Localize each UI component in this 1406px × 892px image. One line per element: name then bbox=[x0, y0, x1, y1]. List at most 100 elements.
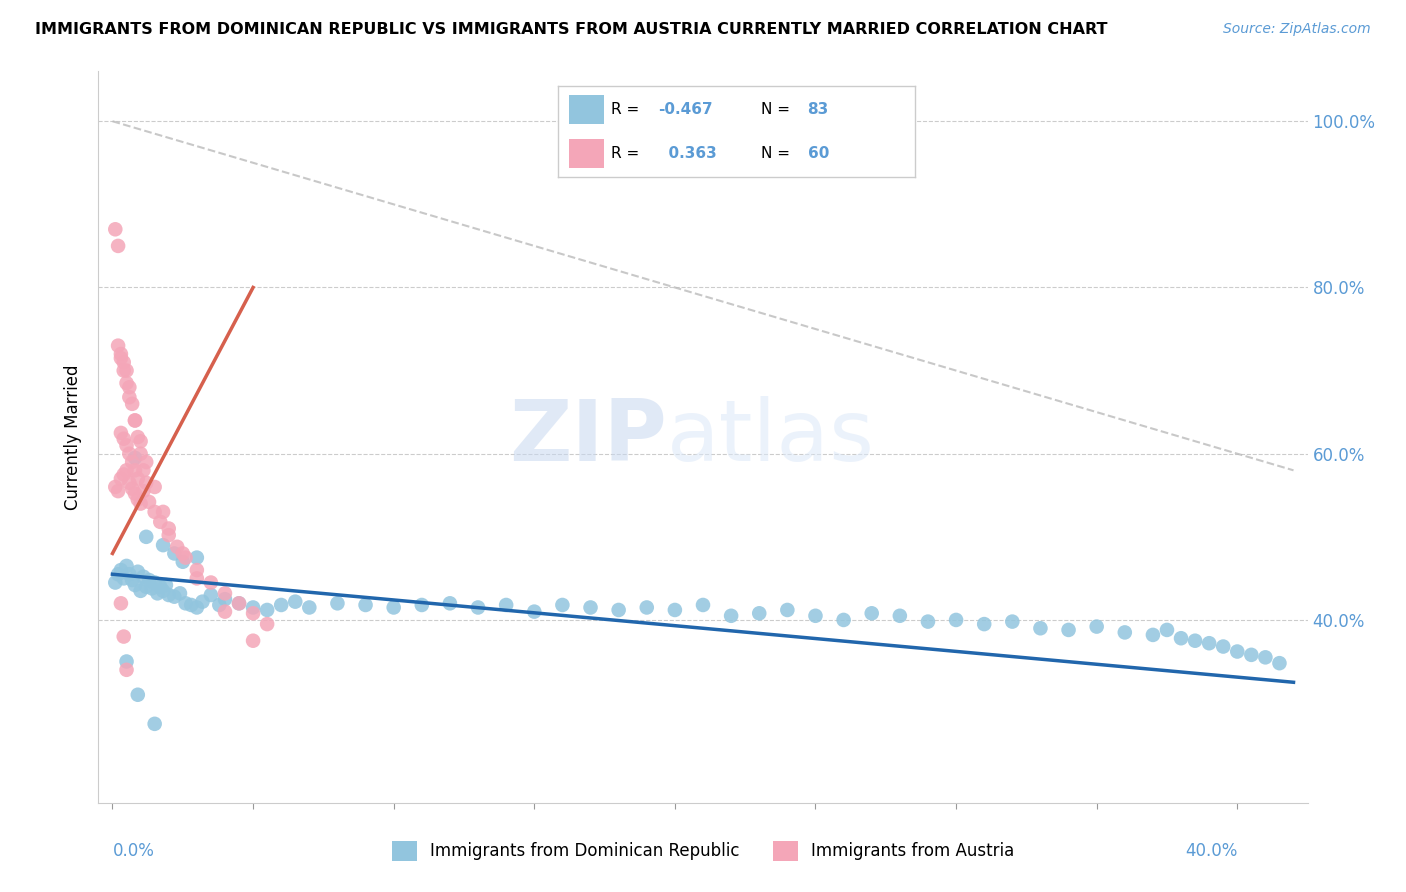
Text: atlas: atlas bbox=[666, 395, 875, 479]
Point bbox=[143, 575, 166, 590]
Point bbox=[141, 582, 163, 596]
Point bbox=[135, 530, 157, 544]
Point bbox=[110, 425, 132, 440]
Point bbox=[157, 521, 180, 535]
Point bbox=[636, 600, 658, 615]
Point bbox=[110, 351, 132, 365]
Point bbox=[1029, 621, 1052, 635]
Point bbox=[1240, 648, 1263, 662]
Point bbox=[208, 598, 231, 612]
Point bbox=[1254, 650, 1277, 665]
Point bbox=[135, 455, 157, 469]
Point bbox=[127, 430, 149, 444]
Point bbox=[1198, 636, 1220, 650]
Point bbox=[110, 563, 132, 577]
Point bbox=[214, 586, 236, 600]
Point bbox=[112, 355, 135, 369]
Point bbox=[121, 482, 143, 496]
Point bbox=[973, 617, 995, 632]
Point bbox=[917, 615, 939, 629]
Point bbox=[1057, 623, 1080, 637]
Point bbox=[124, 578, 146, 592]
Point bbox=[112, 571, 135, 585]
Point bbox=[121, 397, 143, 411]
Point bbox=[748, 607, 770, 621]
Point bbox=[149, 515, 172, 529]
Point bbox=[138, 495, 160, 509]
Point bbox=[127, 472, 149, 486]
Point bbox=[664, 603, 686, 617]
Point bbox=[155, 578, 177, 592]
Point bbox=[157, 588, 180, 602]
Point bbox=[256, 617, 278, 632]
Point bbox=[228, 596, 250, 610]
Point bbox=[112, 630, 135, 644]
Point bbox=[152, 505, 174, 519]
Point bbox=[186, 571, 208, 585]
Point bbox=[1142, 628, 1164, 642]
Point bbox=[107, 338, 129, 352]
Point bbox=[115, 376, 138, 390]
Point bbox=[256, 603, 278, 617]
Point bbox=[523, 605, 546, 619]
Point bbox=[110, 472, 132, 486]
Point bbox=[945, 613, 967, 627]
Point bbox=[1001, 615, 1024, 629]
Point bbox=[720, 608, 742, 623]
Point bbox=[121, 573, 143, 587]
Point bbox=[152, 538, 174, 552]
Point bbox=[121, 455, 143, 469]
Point bbox=[832, 613, 855, 627]
Point bbox=[186, 550, 208, 565]
Point bbox=[129, 497, 152, 511]
Point bbox=[135, 580, 157, 594]
Point bbox=[146, 586, 169, 600]
Point bbox=[228, 596, 250, 610]
Point bbox=[104, 575, 127, 590]
Point bbox=[242, 607, 264, 621]
Point bbox=[172, 555, 194, 569]
Text: Source: ZipAtlas.com: Source: ZipAtlas.com bbox=[1223, 22, 1371, 37]
Point bbox=[174, 550, 197, 565]
Point bbox=[107, 239, 129, 253]
Point bbox=[214, 592, 236, 607]
Point bbox=[860, 607, 883, 621]
Point bbox=[118, 475, 141, 490]
Point bbox=[270, 598, 292, 612]
Point bbox=[107, 484, 129, 499]
Point bbox=[157, 528, 180, 542]
Point bbox=[1212, 640, 1234, 654]
Point bbox=[118, 567, 141, 582]
Point bbox=[804, 608, 827, 623]
Point bbox=[135, 475, 157, 490]
Point bbox=[104, 222, 127, 236]
Text: 0.0%: 0.0% bbox=[112, 842, 155, 860]
Point bbox=[186, 563, 208, 577]
Point bbox=[118, 380, 141, 394]
Point bbox=[607, 603, 630, 617]
Point bbox=[143, 716, 166, 731]
Point bbox=[110, 347, 132, 361]
Point bbox=[467, 600, 489, 615]
Point bbox=[138, 573, 160, 587]
Point bbox=[326, 596, 349, 610]
Point bbox=[124, 463, 146, 477]
Point bbox=[118, 390, 141, 404]
Point bbox=[149, 580, 172, 594]
Point bbox=[127, 492, 149, 507]
Point bbox=[124, 413, 146, 427]
Point bbox=[129, 434, 152, 449]
Point bbox=[112, 467, 135, 482]
Point bbox=[115, 558, 138, 573]
Text: 40.0%: 40.0% bbox=[1185, 842, 1237, 860]
Text: ZIP: ZIP bbox=[509, 395, 666, 479]
Point bbox=[115, 438, 138, 452]
Point bbox=[1268, 656, 1291, 670]
Point bbox=[191, 595, 214, 609]
Point bbox=[110, 596, 132, 610]
Point bbox=[127, 688, 149, 702]
Point bbox=[163, 546, 186, 560]
Point bbox=[495, 598, 517, 612]
Point bbox=[143, 505, 166, 519]
Point bbox=[124, 486, 146, 500]
